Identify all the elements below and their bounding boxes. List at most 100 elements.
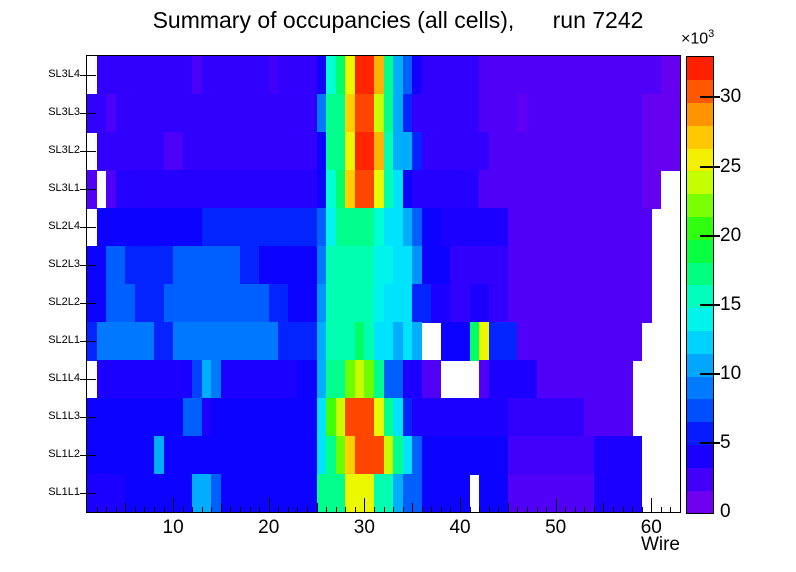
colorbar-band bbox=[687, 239, 713, 263]
heatmap-run bbox=[326, 170, 337, 209]
heatmap-run bbox=[163, 132, 184, 171]
heatmap-run bbox=[421, 132, 490, 171]
x-axis-tick bbox=[259, 507, 261, 512]
heatmap-run bbox=[106, 246, 126, 285]
x-axis-tick bbox=[106, 507, 108, 512]
x-axis-tick bbox=[268, 498, 270, 512]
heatmap-run bbox=[106, 284, 136, 323]
heatmap-run bbox=[354, 170, 375, 209]
x-axis-tick bbox=[96, 507, 98, 512]
heatmap-run bbox=[316, 208, 327, 247]
heatmap-run bbox=[383, 284, 404, 323]
y-axis-tick bbox=[80, 189, 96, 190]
heatmap-run bbox=[335, 208, 375, 247]
heatmap-run bbox=[96, 56, 193, 95]
x-axis-tick bbox=[565, 507, 567, 512]
heatmap-run bbox=[297, 360, 318, 399]
colorbar-tick bbox=[700, 235, 720, 237]
heatmap-run bbox=[373, 56, 385, 95]
heatmap-run bbox=[402, 208, 413, 247]
x-axis-tick bbox=[373, 507, 375, 512]
heatmap-run bbox=[641, 94, 680, 133]
heatmap-run bbox=[354, 436, 385, 475]
heatmap-run bbox=[96, 322, 155, 361]
heatmap-run bbox=[268, 284, 289, 323]
heatmap-run bbox=[373, 398, 385, 437]
heatmap-run bbox=[393, 322, 404, 361]
heatmap-run bbox=[326, 246, 375, 285]
x-axis-tick bbox=[345, 507, 347, 512]
x-axis-tick bbox=[603, 503, 605, 512]
x-axis-tick bbox=[211, 507, 213, 512]
colorbar-tick-label: 15 bbox=[720, 294, 742, 315]
heatmap-run bbox=[450, 246, 509, 285]
x-axis-tick bbox=[306, 507, 308, 512]
colorbar-band bbox=[687, 193, 713, 218]
heatmap-run bbox=[373, 132, 385, 171]
heatmap-run bbox=[106, 94, 117, 133]
colorbar-band bbox=[687, 490, 713, 514]
heatmap-run bbox=[373, 322, 394, 361]
x-axis-tick bbox=[402, 507, 404, 512]
x-axis-tick bbox=[450, 507, 452, 512]
heatmap-run bbox=[364, 322, 375, 361]
y-axis-tick bbox=[80, 417, 96, 418]
y-tick-label: SL2L1 bbox=[48, 334, 80, 346]
x-axis-tick bbox=[641, 507, 643, 512]
x-axis-tick bbox=[173, 498, 175, 512]
x-tick-label: 40 bbox=[449, 517, 471, 538]
x-axis-tick bbox=[593, 507, 595, 512]
heatmap-run bbox=[584, 398, 633, 437]
x-axis-tick bbox=[153, 507, 155, 512]
heatmap-run bbox=[87, 94, 107, 133]
y-tick-label: SL3L1 bbox=[48, 182, 80, 194]
x-tick-label: 60 bbox=[640, 517, 662, 538]
heatmap-run bbox=[134, 284, 165, 323]
colorbar-tick bbox=[700, 304, 720, 306]
heatmap-run bbox=[201, 398, 212, 437]
heatmap-run bbox=[383, 94, 394, 133]
x-axis-tick bbox=[393, 507, 395, 512]
heatmap-run bbox=[96, 360, 193, 399]
x-axis-tick bbox=[182, 507, 184, 512]
colorbar-band bbox=[687, 57, 713, 81]
heatmap-run bbox=[87, 246, 107, 285]
heatmap-run bbox=[507, 474, 595, 512]
exponent-sup: 3 bbox=[708, 28, 715, 40]
heatmap-run bbox=[316, 436, 327, 475]
heatmap-run bbox=[412, 208, 423, 247]
x-tick-label: 30 bbox=[353, 517, 375, 538]
heatmap-run bbox=[201, 56, 270, 95]
heatmap-run bbox=[421, 56, 480, 95]
heatmap-run bbox=[393, 170, 404, 209]
heatmap-run bbox=[345, 170, 356, 209]
y-tick-label: SL1L1 bbox=[48, 486, 80, 498]
heatmap-run bbox=[402, 398, 413, 437]
heatmap-run bbox=[373, 208, 385, 247]
y-axis-tick bbox=[80, 341, 96, 342]
heatmap-run bbox=[507, 398, 585, 437]
heatmap-run bbox=[421, 208, 442, 247]
heatmap-run bbox=[259, 246, 318, 285]
heatmap-run bbox=[402, 94, 413, 133]
heatmap-run bbox=[240, 246, 260, 285]
heatmap-run bbox=[287, 284, 318, 323]
heatmap-run bbox=[335, 436, 346, 475]
heatmap-run bbox=[488, 132, 643, 171]
heatmap-run bbox=[383, 170, 394, 209]
colorbar-band bbox=[687, 330, 713, 354]
heatmap-run bbox=[211, 398, 318, 437]
heatmap-run bbox=[393, 132, 413, 171]
x-axis-tick bbox=[507, 503, 509, 512]
heatmap-run bbox=[517, 322, 643, 361]
heatmap-run bbox=[488, 360, 538, 399]
heatmap-run bbox=[192, 474, 212, 512]
x-axis-tick bbox=[479, 507, 481, 512]
x-axis-tick bbox=[192, 507, 194, 512]
heatmap-run bbox=[383, 398, 394, 437]
x-axis-tick bbox=[383, 507, 385, 512]
heatmap-run bbox=[373, 246, 394, 285]
x-tick-label: 20 bbox=[258, 517, 280, 538]
y-tick-label: SL1L2 bbox=[48, 448, 80, 460]
heatmap-run bbox=[412, 94, 480, 133]
